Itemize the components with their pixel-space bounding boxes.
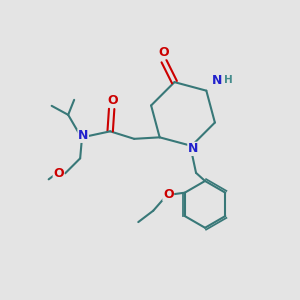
Text: N: N bbox=[78, 129, 88, 142]
Text: H: H bbox=[224, 75, 232, 85]
Text: N: N bbox=[212, 74, 222, 87]
Text: O: O bbox=[163, 188, 174, 201]
Text: O: O bbox=[108, 94, 119, 107]
Text: O: O bbox=[159, 46, 169, 59]
Text: O: O bbox=[53, 167, 64, 180]
Text: N: N bbox=[188, 142, 198, 155]
